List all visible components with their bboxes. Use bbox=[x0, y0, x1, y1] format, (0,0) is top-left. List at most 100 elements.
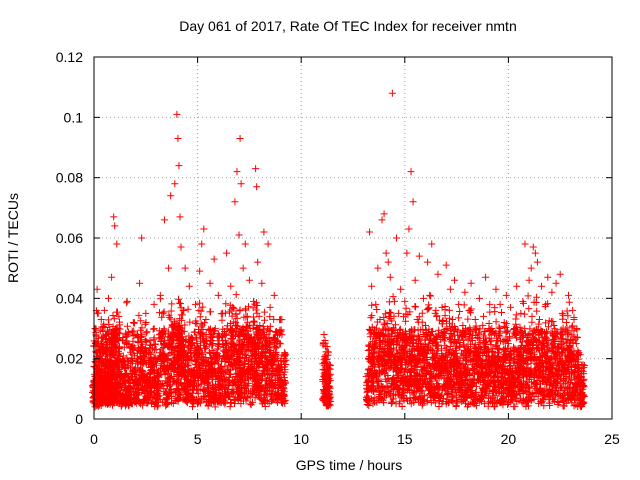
data-point bbox=[457, 364, 465, 372]
data-point bbox=[241, 240, 249, 248]
data-point bbox=[430, 337, 438, 345]
x-tick-label: 5 bbox=[194, 431, 202, 447]
data-point bbox=[490, 352, 498, 360]
data-point bbox=[438, 303, 446, 311]
data-point bbox=[100, 306, 108, 314]
y-tick-label: 0 bbox=[75, 411, 83, 427]
dense-band-markers bbox=[89, 291, 588, 411]
data-point bbox=[214, 291, 222, 299]
data-point bbox=[502, 291, 510, 299]
data-point bbox=[117, 370, 125, 378]
data-point bbox=[123, 297, 131, 305]
data-point bbox=[185, 282, 193, 290]
data-point bbox=[556, 270, 564, 278]
data-point bbox=[262, 337, 270, 345]
data-point bbox=[521, 240, 529, 248]
data-point bbox=[101, 361, 109, 369]
data-point bbox=[245, 276, 253, 284]
axis-ticks bbox=[93, 56, 613, 420]
grid-lines bbox=[94, 57, 612, 419]
data-point bbox=[150, 300, 158, 308]
data-point bbox=[432, 306, 440, 314]
data-point bbox=[473, 334, 481, 342]
data-point bbox=[459, 321, 467, 329]
data-point bbox=[424, 258, 432, 266]
y-axis-label: ROTI / TECUs bbox=[5, 193, 21, 283]
data-point bbox=[103, 373, 111, 381]
data-point bbox=[91, 325, 99, 332]
x-axis-label: GPS time / hours bbox=[296, 457, 403, 473]
y-tick-label: 0.12 bbox=[56, 49, 83, 65]
data-point bbox=[486, 300, 494, 308]
data-point bbox=[169, 321, 177, 329]
data-point bbox=[202, 315, 210, 323]
data-point bbox=[552, 279, 560, 287]
data-point bbox=[146, 337, 154, 345]
data-point bbox=[165, 264, 173, 272]
data-point bbox=[405, 225, 413, 233]
data-point bbox=[372, 300, 380, 308]
data-point bbox=[542, 300, 550, 308]
data-point bbox=[509, 367, 517, 375]
data-point bbox=[397, 285, 405, 293]
data-point bbox=[173, 110, 181, 118]
data-point bbox=[325, 361, 333, 369]
data-point bbox=[268, 352, 276, 360]
data-point bbox=[463, 343, 471, 351]
data-point bbox=[175, 162, 183, 170]
data-point bbox=[95, 343, 103, 351]
data-point bbox=[270, 291, 278, 299]
data-point bbox=[467, 279, 475, 287]
data-point bbox=[550, 321, 558, 329]
data-point bbox=[529, 243, 537, 251]
data-point bbox=[210, 255, 218, 263]
data-point bbox=[156, 291, 164, 299]
data-point bbox=[198, 240, 206, 248]
data-point bbox=[176, 213, 184, 221]
data-point bbox=[448, 315, 456, 323]
data-point bbox=[97, 315, 105, 323]
data-point bbox=[200, 225, 208, 233]
y-tick-label: 0.02 bbox=[56, 351, 83, 367]
data-point bbox=[227, 282, 235, 290]
data-point bbox=[533, 258, 541, 266]
data-point bbox=[395, 309, 403, 317]
data-point bbox=[494, 337, 502, 345]
data-point bbox=[538, 282, 546, 290]
data-point bbox=[189, 367, 197, 375]
data-point bbox=[129, 318, 137, 326]
data-point bbox=[152, 346, 160, 354]
data-point bbox=[115, 312, 123, 320]
data-point bbox=[108, 273, 116, 281]
data-point bbox=[444, 349, 452, 357]
data-point bbox=[323, 343, 331, 351]
data-point bbox=[374, 264, 382, 272]
data-point bbox=[236, 134, 244, 142]
data-point bbox=[453, 340, 461, 348]
data-point bbox=[419, 294, 427, 302]
data-point bbox=[564, 291, 572, 299]
data-point bbox=[281, 349, 289, 357]
data-point bbox=[109, 340, 117, 348]
data-point bbox=[515, 349, 523, 357]
data-point bbox=[471, 315, 479, 323]
data-point bbox=[492, 285, 500, 293]
data-point bbox=[442, 261, 450, 269]
data-point bbox=[237, 180, 245, 188]
data-point bbox=[496, 300, 504, 308]
data-point bbox=[206, 279, 214, 287]
data-point bbox=[266, 303, 274, 311]
y-tick-labels: 0 0.02 0.04 0.06 0.08 0.1 0.12 bbox=[56, 49, 83, 427]
data-point bbox=[575, 349, 583, 357]
data-point bbox=[554, 343, 562, 351]
data-point bbox=[256, 321, 264, 329]
chart-title: Day 061 of 2017, Rate Of TEC Index for r… bbox=[179, 18, 516, 34]
data-point bbox=[177, 243, 185, 251]
data-point bbox=[216, 364, 224, 372]
data-point bbox=[577, 379, 585, 387]
data-point bbox=[540, 340, 548, 348]
data-point bbox=[142, 309, 150, 317]
data-point bbox=[279, 379, 287, 387]
data-point bbox=[233, 168, 241, 176]
x-tick-labels: 0 5 10 15 20 25 bbox=[90, 431, 620, 447]
